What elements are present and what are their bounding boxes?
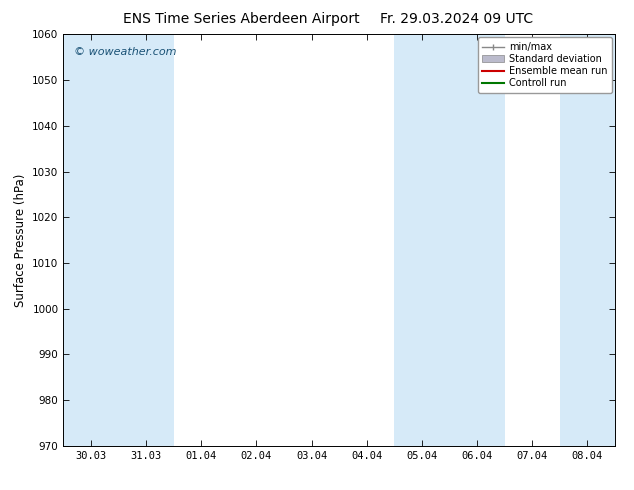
Bar — [63, 34, 119, 446]
Text: © woweather.com: © woweather.com — [74, 47, 177, 57]
Bar — [119, 34, 174, 446]
Y-axis label: Surface Pressure (hPa): Surface Pressure (hPa) — [14, 173, 27, 307]
Text: Fr. 29.03.2024 09 UTC: Fr. 29.03.2024 09 UTC — [380, 12, 533, 26]
Legend: min/max, Standard deviation, Ensemble mean run, Controll run: min/max, Standard deviation, Ensemble me… — [477, 37, 612, 93]
Bar — [560, 34, 615, 446]
Text: ENS Time Series Aberdeen Airport: ENS Time Series Aberdeen Airport — [122, 12, 359, 26]
Bar — [394, 34, 505, 446]
